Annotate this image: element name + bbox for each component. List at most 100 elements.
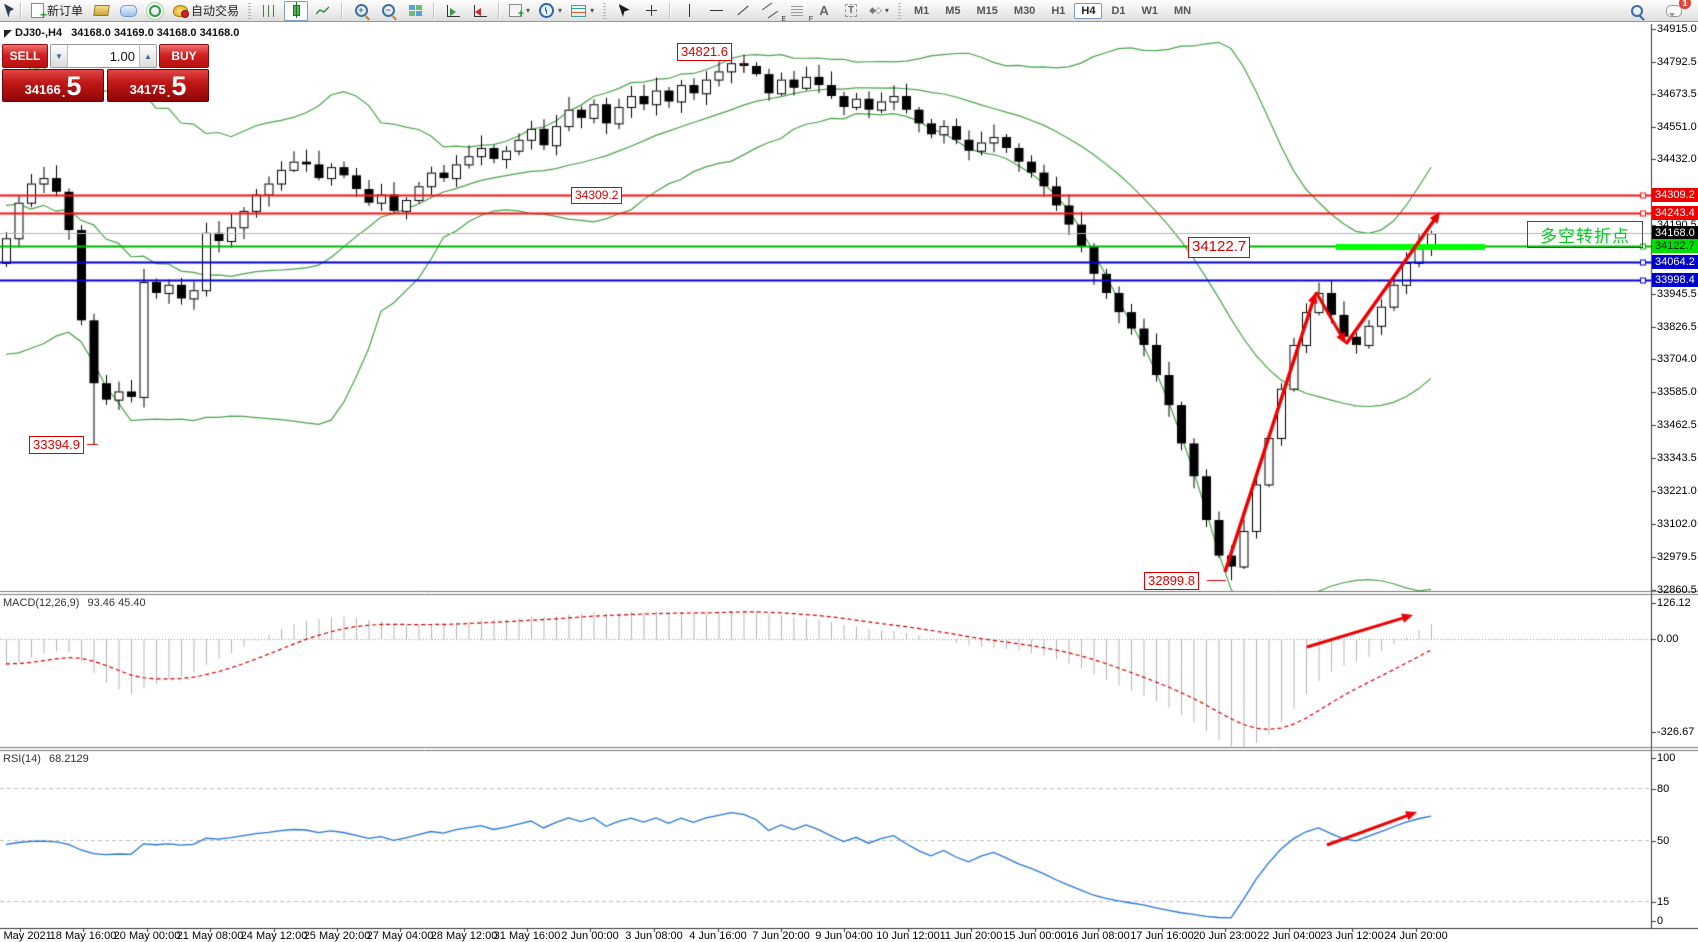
crosshair-tool-button[interactable] [639, 1, 663, 21]
tile-windows-button[interactable] [403, 1, 427, 21]
price-tick: 32860.5 [1657, 584, 1697, 596]
navigator-button[interactable] [143, 1, 167, 21]
price-badge: 33998.4 [1652, 272, 1698, 287]
new-order-button[interactable]: 新订单 [28, 1, 86, 22]
arrows-tool[interactable]: ◆◇ ▾ [866, 1, 892, 21]
toolbar-drag-handle[interactable] [248, 2, 252, 19]
rsi-label: RSI(14) 68.2129 [3, 753, 89, 765]
price-badge: 34243.4 [1652, 205, 1698, 220]
price-tick: 33221.0 [1657, 485, 1697, 497]
tf-D1[interactable]: D1 [1111, 4, 1126, 17]
sell-price-frac: 5 [66, 71, 82, 101]
time-label: 21 May 08:00 [176, 930, 244, 942]
time-label: 9 Jun 04:00 [815, 930, 873, 942]
tf-M15[interactable]: M15 [976, 4, 998, 17]
zoom-in-button[interactable]: + [349, 1, 373, 21]
bar-chart-button[interactable] [257, 1, 281, 21]
template-icon [571, 4, 587, 17]
price-callout[interactable]: 34122.7 [1188, 237, 1251, 258]
volume-input[interactable] [68, 45, 139, 67]
tf-H1[interactable]: H1 [1051, 4, 1066, 17]
time-label: 27 May 04:00 [366, 930, 434, 942]
tf-W1[interactable]: W1 [1141, 4, 1159, 17]
toolbar-separator [669, 2, 672, 19]
volume-decrease-button[interactable]: ▼ [51, 45, 68, 67]
tf-H4[interactable]: H4 [1074, 2, 1103, 19]
rsi-tick: 80 [1657, 783, 1670, 795]
price-tick: 33462.5 [1657, 419, 1697, 431]
rsi-tick: 0 [1657, 915, 1664, 927]
sell-price-dot: . [61, 85, 66, 100]
auto-scroll-button[interactable] [441, 1, 465, 21]
channel-tool[interactable]: E [758, 1, 786, 23]
trendline-tool[interactable] [731, 1, 755, 21]
buy-button[interactable]: BUY [159, 44, 209, 68]
macd-name: MACD(12,26,9) [3, 597, 80, 609]
signal-icon [149, 4, 162, 17]
sell-price[interactable]: 34166 . 5 [2, 69, 104, 102]
add-indicator-button[interactable]: ▾ [506, 1, 533, 21]
price-tick: 34432.0 [1657, 153, 1697, 165]
time-label: 16 Jun 08:00 [1066, 930, 1130, 942]
auto-trading-button[interactable]: 自动交易 [170, 1, 242, 21]
price-badge: 34064.2 [1652, 254, 1698, 269]
toolbar-separator [498, 2, 501, 19]
clipped-cursor-icon [4, 3, 14, 18]
price-tick: 33585.0 [1657, 386, 1697, 398]
tf-M1[interactable]: M1 [913, 4, 930, 17]
zoom-out-button[interactable]: − [376, 1, 400, 21]
fibonacci-tool[interactable]: F [785, 1, 813, 23]
price-callout[interactable]: 34309.2 [571, 187, 623, 204]
toolbar-drag-handle[interactable] [897, 2, 901, 19]
price-tick: 34915.0 [1657, 23, 1697, 35]
price-tick: 33945.5 [1657, 288, 1697, 300]
add-indicator-icon [509, 4, 524, 20]
sell-button[interactable]: SELL [2, 44, 48, 68]
time-label: 18 May 16:00 [49, 930, 117, 942]
sell-price-main: 34166 [24, 82, 61, 97]
tf-M30[interactable]: M30 [1013, 4, 1036, 17]
toolbar-drag-handle[interactable] [603, 2, 607, 19]
volume-increase-button[interactable]: ▲ [139, 45, 156, 67]
candlestick-icon [292, 2, 300, 18]
chevron-down-icon: ▾ [526, 6, 531, 15]
period-button[interactable]: ▾ [536, 1, 565, 21]
time-label: 11 Jun 20:00 [939, 930, 1003, 942]
horizontal-line-icon [709, 10, 723, 11]
line-chart-button[interactable] [311, 1, 335, 21]
text-label-tool[interactable]: T [839, 1, 863, 21]
time-label: 2 Jun 00:00 [561, 930, 619, 942]
tf-MN[interactable]: MN [1174, 4, 1192, 17]
tf-M5[interactable]: M5 [945, 4, 961, 17]
trendline-icon [737, 5, 749, 16]
data-window-button[interactable] [116, 1, 140, 21]
channel-icon [762, 2, 779, 19]
text-tool[interactable]: A [812, 1, 836, 21]
chart-shift-button[interactable] [468, 1, 492, 21]
cursor-tool-button[interactable] [612, 1, 636, 21]
market-watch-button[interactable] [89, 1, 113, 21]
time-label: 31 May 16:00 [493, 930, 561, 942]
channel-e-sub: E [781, 15, 787, 23]
price-callout[interactable]: 34821.6 [677, 43, 732, 62]
time-label: 20 Jun 23:00 [1193, 930, 1257, 942]
symbol-period-label: DJ30-,H4 [15, 27, 63, 39]
vertical-line-tool[interactable] [677, 1, 701, 21]
cursor-icon [618, 4, 630, 17]
top-toolbar: 新订单 自动交易 + − ▾ [0, 0, 1698, 23]
search-button[interactable] [1625, 1, 1649, 21]
price-callout[interactable]: 33394.9 [29, 436, 84, 455]
turning-point-annotation[interactable]: 多空转折点 [1527, 221, 1643, 248]
templates-button[interactable]: ▾ [568, 1, 597, 21]
horizontal-line-tool[interactable] [704, 1, 728, 21]
panel-toggle-icon[interactable] [4, 30, 12, 38]
buy-price[interactable]: 34175 . 5 [107, 69, 209, 102]
candlestick-chart-button[interactable] [284, 0, 309, 21]
price-tick: 33826.5 [1657, 321, 1697, 333]
price-tick: 34673.5 [1657, 88, 1697, 100]
price-callout[interactable]: 32899.8 [1144, 572, 1199, 591]
notification-badge: 1 [1679, 0, 1691, 9]
notifications-button[interactable]: 1 [1662, 0, 1691, 21]
price-tick: 32979.5 [1657, 551, 1697, 563]
